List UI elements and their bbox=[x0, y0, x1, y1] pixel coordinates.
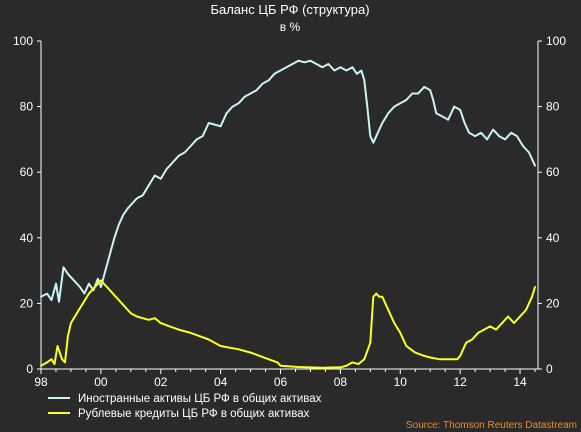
chart-subtitle: в % bbox=[280, 20, 301, 34]
series-line-foreign-assets bbox=[40, 59, 536, 303]
x-tick-label: 98 bbox=[34, 375, 48, 389]
axes bbox=[37, 40, 542, 374]
legend-label-ruble-credits: Рублевые кредиты ЦБ РФ в общих активах bbox=[78, 408, 310, 420]
x-tick-label: 14 bbox=[513, 375, 527, 389]
y-tick-label-left: 80 bbox=[20, 100, 34, 114]
x-tick-label: 06 bbox=[274, 375, 288, 389]
y-tick-label-left: 60 bbox=[20, 165, 34, 179]
x-tick-label: 12 bbox=[453, 375, 467, 389]
source-note: Source: Thomson Reuters Datastream bbox=[406, 420, 577, 431]
y-tick-label-right: 100 bbox=[546, 34, 566, 48]
y-tick-label-right: 0 bbox=[546, 362, 553, 376]
y-tick-label-left: 100 bbox=[13, 34, 33, 48]
y-tick-label-right: 40 bbox=[546, 231, 560, 245]
y-tick-label-right: 80 bbox=[546, 100, 560, 114]
x-tick-label: 00 bbox=[94, 375, 108, 389]
y-tick-label-left: 20 bbox=[20, 296, 34, 310]
legend-label-foreign-assets: Иностранные активы ЦБ РФ в общих активах bbox=[78, 393, 322, 405]
x-tick-label: 02 bbox=[154, 375, 168, 389]
x-tick-label: 04 bbox=[214, 375, 228, 389]
chart-title: Баланс ЦБ РФ (структура) bbox=[210, 2, 369, 17]
y-tick-label-right: 60 bbox=[546, 165, 560, 179]
y-tick-label-left: 40 bbox=[20, 231, 34, 245]
series-lines bbox=[40, 59, 536, 369]
series-line-ruble-credits bbox=[40, 279, 536, 369]
legend: Иностранные активы ЦБ РФ в общих активах… bbox=[48, 393, 322, 420]
y-tick-label-right: 20 bbox=[546, 296, 560, 310]
y-tick-label-left: 0 bbox=[26, 362, 33, 376]
x-tick-label: 10 bbox=[394, 375, 408, 389]
x-tick-label: 08 bbox=[334, 375, 348, 389]
